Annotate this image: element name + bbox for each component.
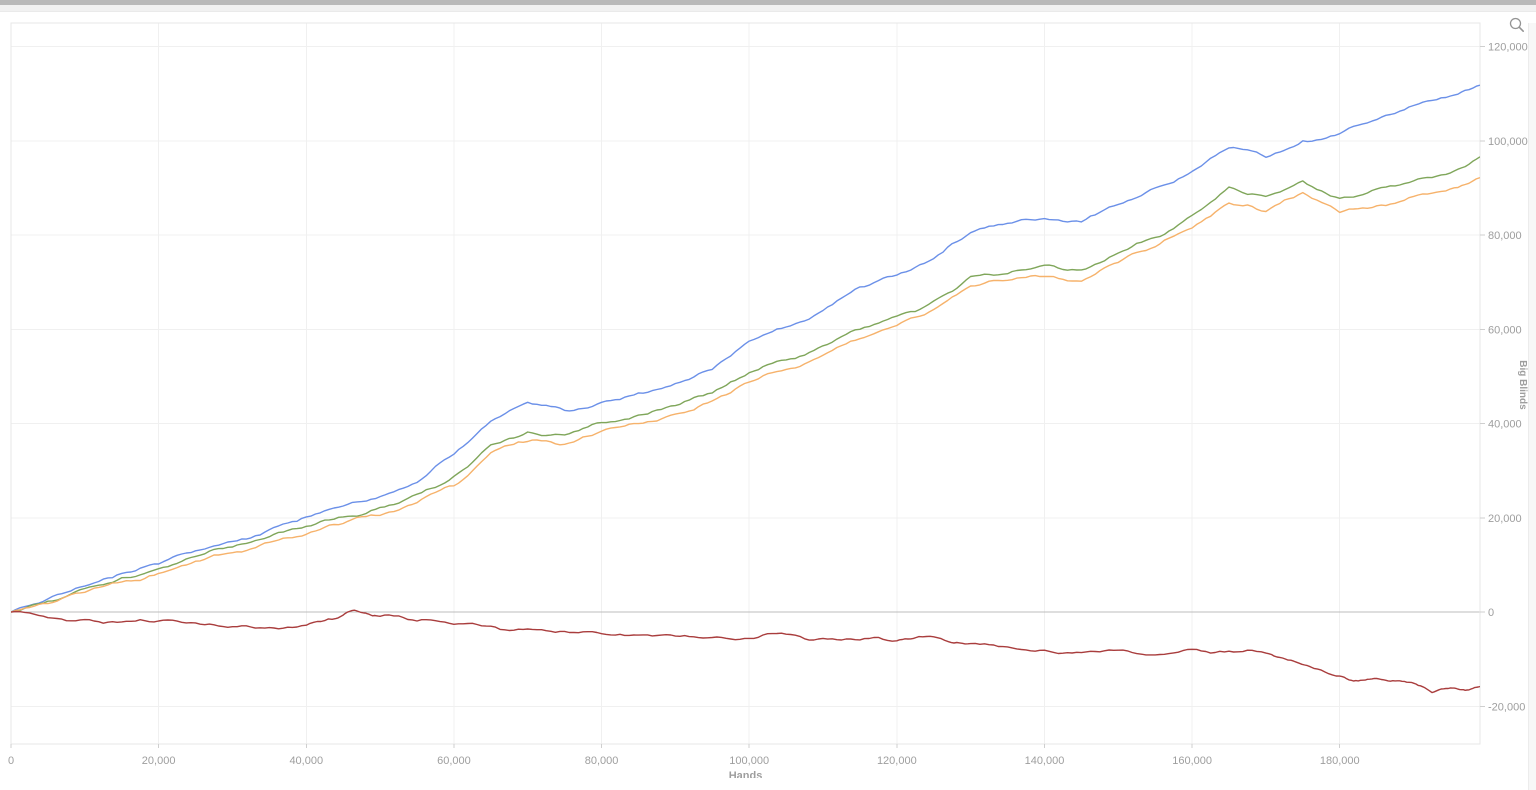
y-tick-label: -20,000 — [1488, 701, 1525, 713]
y-axis-title: Big Blinds — [1517, 360, 1528, 410]
plot-border — [10, 22, 1481, 745]
x-axis-title: Hands — [729, 770, 763, 778]
horizontal-scrollbar-thumb[interactable] — [0, 0, 1536, 5]
y-tick-label: 120,000 — [1488, 42, 1528, 54]
chart-series-4-red — [11, 609, 1480, 694]
x-tick-label: 100,000 — [729, 755, 769, 767]
magnifier-glyph — [1509, 17, 1525, 33]
y-tick-label: 100,000 — [1488, 136, 1528, 148]
y-tick-label: 0 — [1488, 607, 1494, 619]
equity-chart: 0 20,000 40,000 60,000 80,000 100,000 120,000 1… — [0, 12, 1536, 790]
x-tick-label: 80,000 — [585, 755, 619, 767]
vertical-scrollbar-track[interactable] — [1528, 23, 1536, 790]
zoom-icon[interactable] — [1504, 12, 1530, 38]
y-tick-label: 40,000 — [1488, 419, 1522, 431]
x-tick-label: 40,000 — [289, 755, 323, 767]
x-tick-label: 0 — [8, 755, 14, 767]
x-tick-label: 60,000 — [437, 755, 471, 767]
chart-series-1-blue — [11, 84, 1480, 613]
x-tick-label: 120,000 — [877, 755, 917, 767]
x-tick-label: 20,000 — [142, 755, 176, 767]
horizontal-scrollbar[interactable] — [0, 0, 1536, 12]
x-tick-label: 180,000 — [1320, 755, 1360, 767]
chart-series-3-orange — [11, 176, 1480, 613]
x-tick-label: 140,000 — [1025, 755, 1065, 767]
x-tick-label: 160,000 — [1172, 755, 1212, 767]
y-tick-label: 80,000 — [1488, 230, 1522, 242]
equity-chart-canvas[interactable]: 0 20,000 40,000 60,000 80,000 100,000 120,000 1… — [0, 12, 1536, 778]
y-tick-label: 20,000 — [1488, 513, 1522, 525]
y-tick-label: 60,000 — [1488, 324, 1522, 336]
chart-series-2-green — [11, 156, 1480, 613]
